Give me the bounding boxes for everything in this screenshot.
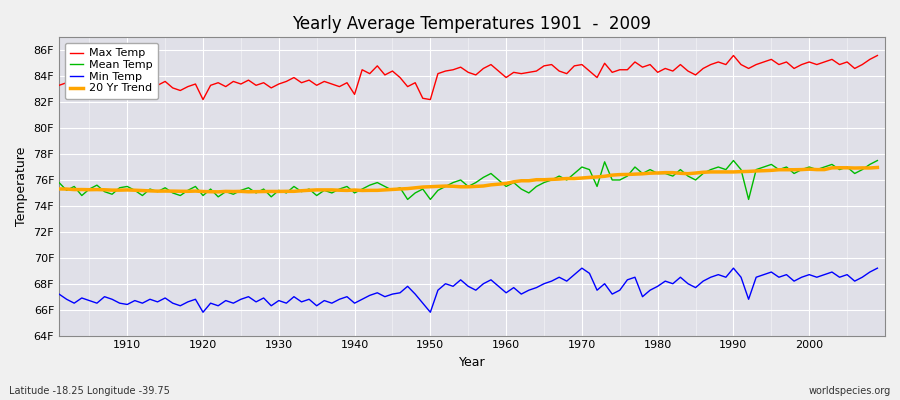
Line: Min Temp: Min Temp: [59, 268, 878, 312]
Min Temp: [198, 310, 209, 315]
Mean Temp: [508, 180, 519, 185]
Mean Temp: [327, 190, 338, 195]
20 Yr Trend: [599, 174, 610, 179]
Max Temp: [289, 75, 300, 80]
Min Temp: [54, 292, 65, 296]
Min Temp: [607, 292, 617, 296]
Min Temp: [500, 290, 511, 295]
20 Yr Trend: [508, 179, 519, 184]
Mean Temp: [872, 158, 883, 163]
20 Yr Trend: [500, 181, 511, 186]
Max Temp: [728, 53, 739, 58]
Max Temp: [114, 76, 125, 81]
Line: Max Temp: Max Temp: [59, 56, 878, 100]
Max Temp: [872, 53, 883, 58]
Mean Temp: [500, 184, 511, 189]
Min Temp: [289, 294, 300, 299]
Mean Temp: [728, 158, 739, 163]
Max Temp: [599, 61, 610, 66]
20 Yr Trend: [212, 190, 223, 194]
Max Temp: [334, 84, 345, 89]
Min Temp: [872, 266, 883, 270]
Min Temp: [577, 266, 588, 270]
Text: Latitude -18.25 Longitude -39.75: Latitude -18.25 Longitude -39.75: [9, 386, 170, 396]
Line: Mean Temp: Mean Temp: [59, 160, 878, 200]
Mean Temp: [281, 190, 292, 195]
Mean Temp: [114, 185, 125, 190]
Max Temp: [54, 83, 65, 88]
Line: 20 Yr Trend: 20 Yr Trend: [59, 168, 878, 192]
Max Temp: [198, 97, 209, 102]
Min Temp: [114, 301, 125, 306]
Max Temp: [508, 70, 519, 75]
Mean Temp: [599, 160, 610, 164]
Mean Temp: [402, 197, 413, 202]
X-axis label: Year: Year: [459, 356, 485, 369]
20 Yr Trend: [289, 189, 300, 194]
Mean Temp: [54, 180, 65, 185]
20 Yr Trend: [114, 188, 125, 192]
Max Temp: [500, 75, 511, 80]
Title: Yearly Average Temperatures 1901  -  2009: Yearly Average Temperatures 1901 - 2009: [292, 15, 652, 33]
Min Temp: [508, 285, 519, 290]
Min Temp: [334, 297, 345, 302]
Legend: Max Temp, Mean Temp, Min Temp, 20 Yr Trend: Max Temp, Mean Temp, Min Temp, 20 Yr Tre…: [65, 43, 158, 99]
20 Yr Trend: [334, 188, 345, 193]
Text: worldspecies.org: worldspecies.org: [809, 386, 891, 396]
20 Yr Trend: [54, 186, 65, 191]
20 Yr Trend: [872, 165, 883, 170]
Y-axis label: Temperature: Temperature: [15, 147, 28, 226]
